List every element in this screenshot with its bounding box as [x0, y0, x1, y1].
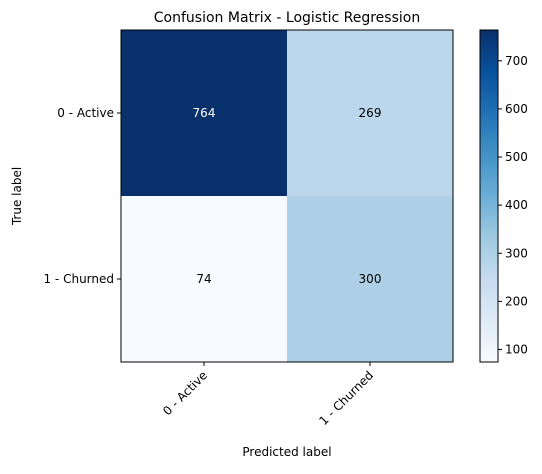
cell-labels: 764 269 74 300	[193, 106, 382, 286]
x-tick-label: 1 - Churned	[316, 368, 376, 428]
matrix-cell	[121, 30, 287, 196]
colorbar-ticks: 100 200 300 400 500 600 700	[498, 54, 528, 356]
matrix-cell	[121, 196, 287, 362]
x-axis-label: Predicted label	[242, 445, 331, 459]
x-axis-ticks: 0 - Active 1 - Churned	[160, 362, 376, 428]
plot-frame	[120, 29, 454, 363]
colorbar-tick-label: 600	[505, 102, 528, 116]
colorbar-tick-label: 100	[505, 342, 528, 356]
colorbar-tick-label: 200	[505, 294, 528, 308]
matrix-cells	[121, 30, 453, 362]
colorbar-tick-label: 500	[505, 150, 528, 164]
y-tick-label: 1 - Churned	[43, 272, 114, 286]
cell-value-label: 74	[196, 272, 211, 286]
colorbar	[479, 29, 499, 363]
matrix-cell	[287, 196, 453, 362]
cell-value-label: 300	[359, 272, 382, 286]
colorbar-tick-label: 300	[505, 246, 528, 260]
y-axis-ticks: 0 - Active 1 - Churned	[43, 106, 121, 286]
matrix-cell	[287, 30, 453, 196]
colorbar-tick-label: 700	[505, 54, 528, 68]
y-tick-label: 0 - Active	[57, 106, 114, 120]
y-axis-label: True label	[10, 167, 24, 226]
cell-value-label: 269	[359, 106, 382, 120]
colorbar-tick-label: 400	[505, 198, 528, 212]
cell-value-label: 764	[193, 106, 216, 120]
x-tick-label: 0 - Active	[160, 368, 210, 418]
chart-title: Confusion Matrix - Logistic Regression	[154, 10, 420, 26]
